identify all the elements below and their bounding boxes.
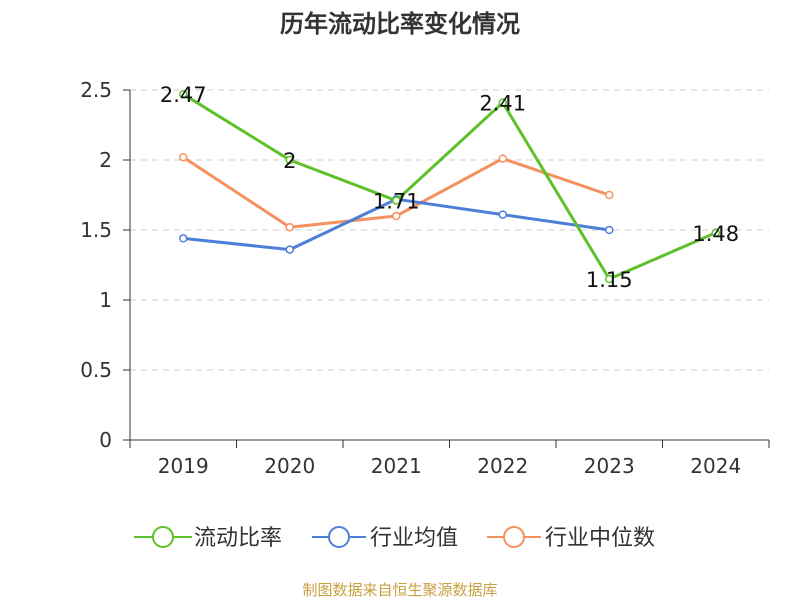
series-0-point (711, 228, 720, 238)
series-0-point (605, 274, 614, 284)
series-0-point (392, 196, 401, 205)
data-label: 2.41 (479, 92, 526, 116)
x-tick-label: 2023 (584, 454, 635, 478)
series-1-point (498, 210, 507, 219)
x-tick-label: 2021 (371, 454, 422, 478)
legend-swatch-marker (503, 526, 525, 548)
legend-item-0[interactable]: 流动比率 (134, 526, 282, 551)
footer-source: 制图数据来自恒生聚源数据库 (302, 581, 497, 599)
y-axis-ticks: 0 0.5 1 1.5 2 2.5 (80, 78, 130, 452)
x-tick-label: 2019 (158, 454, 209, 478)
series-2-point (605, 190, 614, 200)
legend-item-2[interactable]: 行业中位数 (487, 526, 655, 551)
series-1-point (285, 245, 294, 254)
series-2-point (498, 154, 507, 163)
data-label: 1.15 (586, 268, 633, 292)
y-tick-label: 2.5 (80, 78, 112, 102)
x-tick-label: 2024 (690, 454, 741, 478)
chart-title: 历年流动比率变化情况 (280, 10, 520, 38)
y-tick-label: 0.5 (80, 358, 112, 382)
data-label: 2 (283, 149, 296, 173)
data-label: 1.71 (373, 190, 420, 214)
y-tick-label: 0 (99, 428, 112, 452)
y-tick-label: 2 (99, 148, 112, 172)
y-tick-label: 1 (99, 288, 112, 312)
axes (129, 90, 769, 441)
legend-label: 行业均值 (370, 526, 458, 551)
series-0-point (285, 155, 294, 165)
series-1-point (605, 225, 614, 235)
series-1-point (179, 234, 188, 243)
data-labels: 2.47 2 1.71 2.41 1.15 1.48 (160, 83, 739, 292)
series-2-point (392, 211, 401, 221)
x-tick-label: 2020 (264, 454, 315, 478)
y-tick-label: 1.5 (80, 218, 112, 242)
series-0-line (182, 92, 717, 281)
legend-label: 流动比率 (194, 526, 282, 551)
data-label: 1.48 (692, 222, 739, 246)
series-2-point (285, 222, 294, 232)
data-label: 2.47 (160, 83, 207, 107)
legend-swatch-marker (328, 526, 350, 548)
series-2-point (179, 152, 188, 162)
legend-item-1[interactable]: 行业均值 (312, 526, 458, 551)
legend-swatch-marker (152, 526, 174, 548)
series-group (179, 89, 720, 284)
series-0-point (179, 89, 188, 99)
series-0-point (498, 98, 507, 107)
x-tick-label: 2022 (477, 454, 528, 478)
legend-label: 行业中位数 (545, 526, 655, 551)
legend[interactable]: 流动比率 行业均值 行业中位数 (134, 526, 655, 551)
grid (130, 89, 769, 371)
x-axis-ticks: 2019 2020 2021 2022 2023 2024 (129, 440, 770, 478)
